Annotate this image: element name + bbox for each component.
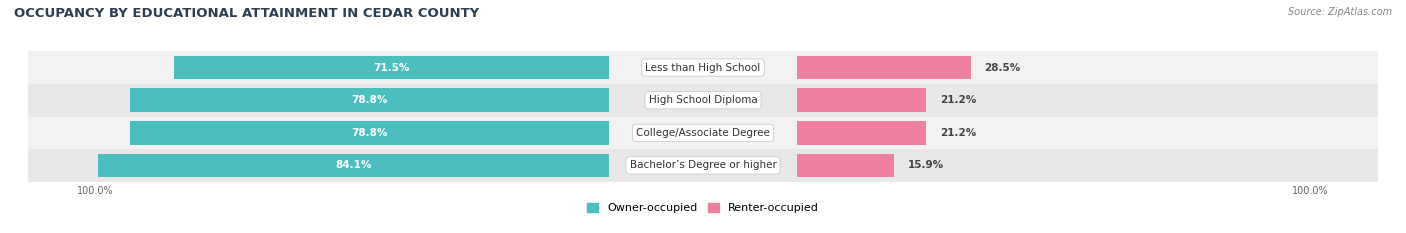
- Text: 84.1%: 84.1%: [335, 161, 371, 170]
- Text: 15.9%: 15.9%: [907, 161, 943, 170]
- Bar: [28, 51, 1378, 84]
- Text: 28.5%: 28.5%: [984, 63, 1021, 72]
- Bar: [129, 89, 609, 112]
- Text: Source: ZipAtlas.com: Source: ZipAtlas.com: [1288, 7, 1392, 17]
- Text: Bachelor’s Degree or higher: Bachelor’s Degree or higher: [630, 161, 776, 170]
- Bar: [797, 56, 970, 79]
- Text: 78.8%: 78.8%: [352, 95, 388, 105]
- Bar: [174, 56, 609, 79]
- Bar: [28, 116, 1378, 149]
- Bar: [797, 89, 927, 112]
- Bar: [97, 154, 609, 177]
- Text: 21.2%: 21.2%: [939, 128, 976, 138]
- Text: 71.5%: 71.5%: [373, 63, 409, 72]
- Bar: [129, 121, 609, 144]
- Text: High School Diploma: High School Diploma: [648, 95, 758, 105]
- Text: Less than High School: Less than High School: [645, 63, 761, 72]
- Legend: Owner-occupied, Renter-occupied: Owner-occupied, Renter-occupied: [582, 199, 824, 218]
- Text: 21.2%: 21.2%: [939, 95, 976, 105]
- Bar: [797, 121, 927, 144]
- Text: College/Associate Degree: College/Associate Degree: [636, 128, 770, 138]
- Bar: [797, 154, 894, 177]
- Text: 78.8%: 78.8%: [352, 128, 388, 138]
- Bar: [28, 84, 1378, 116]
- Bar: [28, 149, 1378, 182]
- Text: OCCUPANCY BY EDUCATIONAL ATTAINMENT IN CEDAR COUNTY: OCCUPANCY BY EDUCATIONAL ATTAINMENT IN C…: [14, 7, 479, 20]
